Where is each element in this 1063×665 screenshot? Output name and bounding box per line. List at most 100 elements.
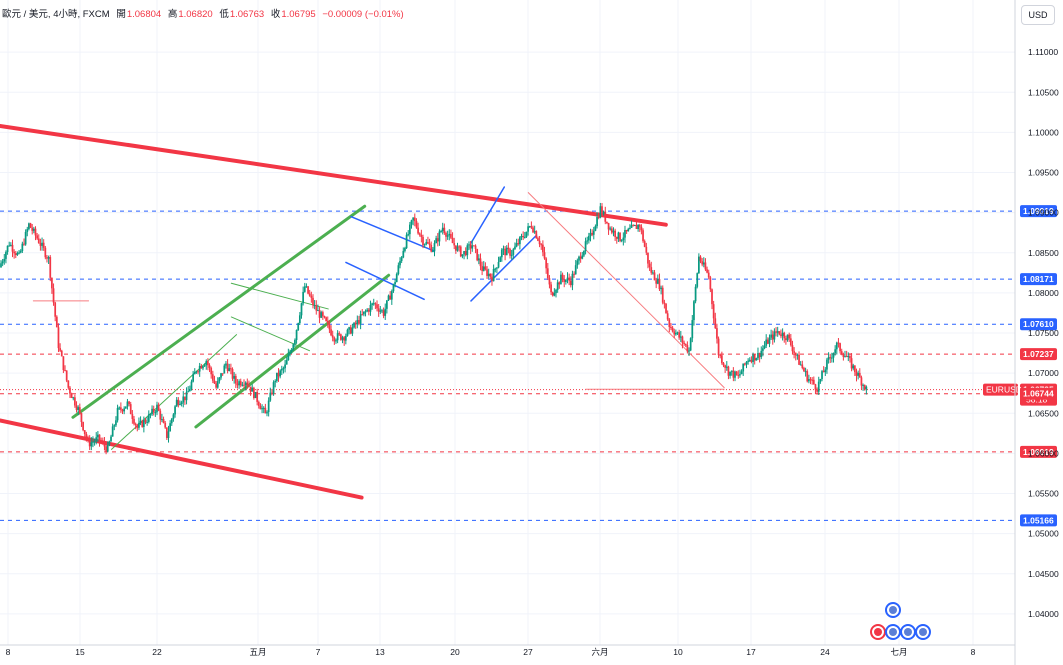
candle-body[interactable] <box>179 404 181 406</box>
candle-body[interactable] <box>152 408 155 413</box>
trendline-red[interactable] <box>0 418 364 500</box>
candle-body[interactable] <box>502 248 505 250</box>
candle-body[interactable] <box>459 246 462 257</box>
candle-body[interactable] <box>474 245 477 249</box>
candle-body[interactable] <box>826 359 828 370</box>
candle-body[interactable] <box>241 384 244 386</box>
candle-body[interactable] <box>287 354 290 361</box>
candle-body[interactable] <box>834 349 837 354</box>
candle-body[interactable] <box>666 313 669 320</box>
candle-body[interactable] <box>804 371 807 373</box>
candle-body[interactable] <box>441 227 444 232</box>
candle-body[interactable] <box>440 231 442 233</box>
candle-body[interactable] <box>9 244 12 246</box>
candle-body[interactable] <box>172 414 175 419</box>
candle-body[interactable] <box>720 355 723 363</box>
candle-body[interactable] <box>97 434 99 438</box>
candle-body[interactable] <box>349 327 352 334</box>
candle-body[interactable] <box>852 365 855 369</box>
candle-body[interactable] <box>344 335 347 341</box>
candle-body[interactable] <box>184 396 186 401</box>
candle-body[interactable] <box>812 379 815 385</box>
candle-body[interactable] <box>200 365 203 369</box>
candle-body[interactable] <box>249 386 252 392</box>
candle-body[interactable] <box>236 383 239 386</box>
candle-body[interactable] <box>560 274 562 285</box>
candle-body[interactable] <box>601 206 603 215</box>
candle-body[interactable] <box>466 245 469 256</box>
candle-body[interactable] <box>428 243 431 245</box>
candle-body[interactable] <box>377 308 380 312</box>
candle-body[interactable] <box>243 384 245 386</box>
candle-body[interactable] <box>543 252 546 259</box>
candle-body[interactable] <box>230 368 232 370</box>
candle-body[interactable] <box>633 225 636 227</box>
candle-body[interactable] <box>180 402 183 405</box>
candle-body[interactable] <box>382 310 385 316</box>
candle-body[interactable] <box>707 272 710 278</box>
candle-body[interactable] <box>77 407 80 410</box>
candle-body[interactable] <box>694 286 697 302</box>
candle-body[interactable] <box>303 286 306 292</box>
candle-body[interactable] <box>399 260 401 266</box>
candle-body[interactable] <box>468 244 470 246</box>
candle-body[interactable] <box>661 287 664 303</box>
candle-body[interactable] <box>817 381 820 392</box>
candle-body[interactable] <box>93 441 96 443</box>
candle-body[interactable] <box>609 228 612 230</box>
candle-body[interactable] <box>702 262 705 265</box>
trendline-green[interactable] <box>230 316 310 352</box>
candle-body[interactable] <box>221 373 224 375</box>
candle-body[interactable] <box>739 374 741 376</box>
candle-body[interactable] <box>538 240 541 245</box>
candle-body[interactable] <box>244 382 247 386</box>
candle-body[interactable] <box>740 371 743 375</box>
candle-body[interactable] <box>41 242 43 246</box>
candle-body[interactable] <box>770 334 772 338</box>
candle-body[interactable] <box>60 350 63 357</box>
candle-body[interactable] <box>610 228 613 233</box>
candle-body[interactable] <box>676 332 679 334</box>
candle-body[interactable] <box>855 372 858 376</box>
trendline-blue[interactable] <box>350 215 436 252</box>
candle-body[interactable] <box>824 369 827 373</box>
candle-body[interactable] <box>305 286 308 288</box>
candle-body[interactable] <box>504 248 506 256</box>
candle-body[interactable] <box>267 400 270 413</box>
candle-body[interactable] <box>18 252 20 254</box>
candle-body[interactable] <box>128 401 130 405</box>
candle-body[interactable] <box>737 374 740 376</box>
candle-body[interactable] <box>413 217 416 222</box>
candle-body[interactable] <box>36 235 38 239</box>
candle-body[interactable] <box>438 231 441 242</box>
candle-body[interactable] <box>44 247 47 258</box>
candle-body[interactable] <box>111 426 114 437</box>
candle-body[interactable] <box>673 331 676 335</box>
candle-body[interactable] <box>430 244 433 252</box>
candle-body[interactable] <box>105 446 107 452</box>
candle-body[interactable] <box>801 364 804 368</box>
candle-body[interactable] <box>11 244 14 252</box>
candle-body[interactable] <box>481 266 483 271</box>
candle-body[interactable] <box>650 267 653 273</box>
candle-body[interactable] <box>169 423 172 432</box>
candle-body[interactable] <box>70 393 73 399</box>
candle-body[interactable] <box>509 249 511 256</box>
candle-body[interactable] <box>80 413 83 423</box>
candle-body[interactable] <box>146 421 149 423</box>
candle-body[interactable] <box>778 331 781 335</box>
candle-body[interactable] <box>225 363 227 366</box>
candle-body[interactable] <box>264 407 267 414</box>
candle-body[interactable] <box>622 237 625 241</box>
candle-body[interactable] <box>95 437 98 442</box>
candle-body[interactable] <box>693 301 695 321</box>
candle-body[interactable] <box>788 334 791 339</box>
candle-body[interactable] <box>837 342 840 344</box>
candle-body[interactable] <box>540 244 543 246</box>
candle-body[interactable] <box>387 295 390 301</box>
candle-body[interactable] <box>417 227 419 234</box>
candle-body[interactable] <box>727 366 730 376</box>
candle-body[interactable] <box>72 397 75 399</box>
candle-body[interactable] <box>776 331 779 333</box>
candle-body[interactable] <box>500 249 503 258</box>
